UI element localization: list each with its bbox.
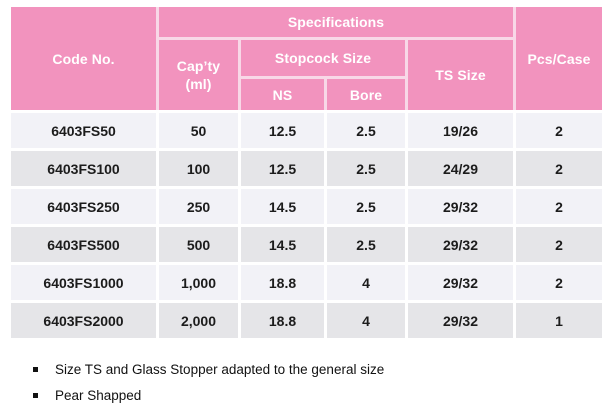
spec-table-grid: Code No. Specifications Cap’ty (ml) Stop… [11,7,602,338]
header-capty-line2: (ml) [185,76,212,92]
note-text: Pear Shapped [55,387,142,403]
header-capty-line1: Cap’ty [176,57,221,74]
table-cell-code: 6403FS250 [11,189,156,224]
table-cell-ns: 14.5 [241,227,324,262]
table-cell-code: 6403FS50 [11,113,156,148]
table-cell-bore: 2.5 [327,227,405,262]
header-code-no: Code No. [11,7,156,110]
header-bore: Bore [327,79,405,110]
table-cell-code: 6403FS2000 [11,303,156,338]
table-cell-ns: 12.5 [241,151,324,186]
table-cell-bore: 4 [327,265,405,300]
table-cell-ts: 24/29 [408,151,513,186]
table-cell-pcs: 2 [516,151,602,186]
square-bullet-icon [33,366,38,372]
header-ns: NS [241,79,324,110]
table-cell-pcs: 2 [516,189,602,224]
table-cell-ns: 14.5 [241,189,324,224]
header-specifications: Specifications [159,7,513,37]
table-cell-pcs: 1 [516,303,602,338]
note-text: Size TS and Glass Stopper adapted to the… [55,361,385,377]
table-cell-code: 6403FS500 [11,227,156,262]
table-cell-pcs: 2 [516,265,602,300]
table-cell-code: 6403FS1000 [11,265,156,300]
table-cell-pcs: 2 [516,113,602,148]
header-ts-size: TS Size [408,40,513,110]
header-capty: Cap’ty (ml) [159,40,238,110]
square-bullet-icon [33,392,38,398]
notes-list: Size TS and Glass Stopper adapted to the… [33,356,614,404]
table-cell-bore: 4 [327,303,405,338]
table-cell-capty: 500 [159,227,238,262]
note-item: Size TS and Glass Stopper adapted to the… [33,356,614,382]
header-stopcock-size: Stopcock Size [241,40,405,76]
table-cell-ts: 29/32 [408,265,513,300]
table-cell-bore: 2.5 [327,189,405,224]
table-cell-ts: 29/32 [408,189,513,224]
table-cell-ts: 29/32 [408,227,513,262]
note-item: Pear Shapped [33,382,614,404]
table-cell-ns: 12.5 [241,113,324,148]
table-cell-bore: 2.5 [327,113,405,148]
table-cell-code: 6403FS100 [11,151,156,186]
table-cell-capty: 50 [159,113,238,148]
table-cell-ts: 19/26 [408,113,513,148]
table-cell-capty: 100 [159,151,238,186]
spec-table: Code No. Specifications Cap’ty (ml) Stop… [11,7,602,338]
table-cell-capty: 2,000 [159,303,238,338]
table-cell-pcs: 2 [516,227,602,262]
table-cell-ns: 18.8 [241,303,324,338]
header-pcs-case: Pcs/Case [516,7,602,110]
table-cell-ts: 29/32 [408,303,513,338]
table-cell-bore: 2.5 [327,151,405,186]
table-cell-ns: 18.8 [241,265,324,300]
table-cell-capty: 250 [159,189,238,224]
table-cell-capty: 1,000 [159,265,238,300]
